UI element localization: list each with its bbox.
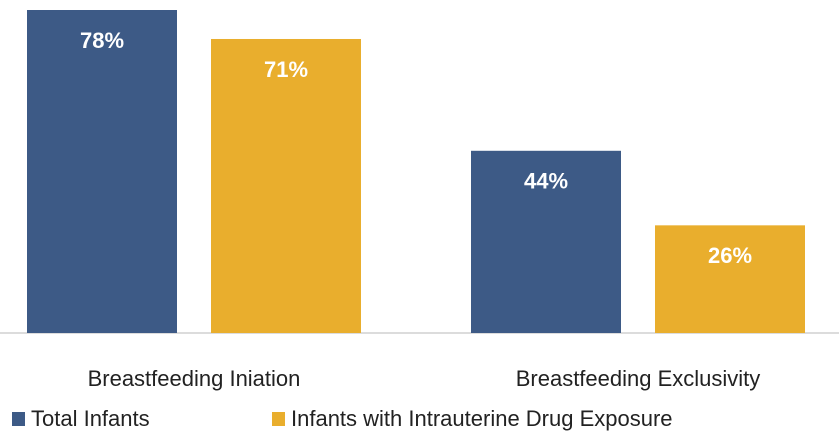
bar: [471, 150, 621, 333]
value-label: 78%: [80, 28, 124, 53]
legend-label: Infants with Intrauterine Drug Exposure: [291, 406, 673, 431]
bar: [27, 10, 177, 333]
legend-swatch: [272, 412, 285, 426]
value-label: 26%: [708, 243, 752, 268]
value-label: 44%: [524, 169, 568, 194]
category-label: Breastfeeding Iniation: [88, 366, 301, 391]
bar: [211, 38, 361, 333]
value-label: 71%: [264, 57, 308, 82]
bar: [655, 225, 805, 333]
category-label: Breastfeeding Exclusivity: [516, 366, 761, 391]
legend-label: Total Infants: [31, 406, 150, 431]
legend-swatch: [12, 412, 25, 426]
